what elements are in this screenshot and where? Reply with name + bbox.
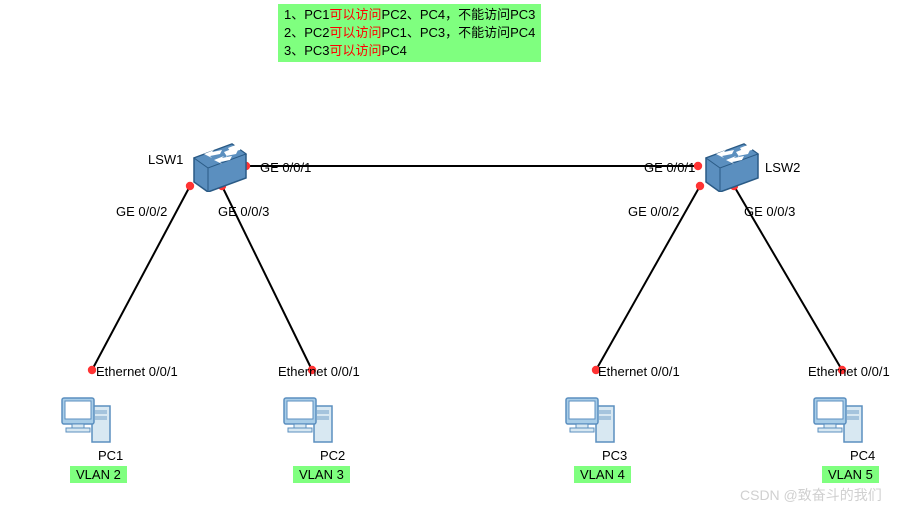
pc3-vlan-label: VLAN 4	[574, 466, 631, 483]
switch-icon	[188, 140, 252, 192]
switch-lsw2	[700, 140, 764, 197]
pc3	[564, 394, 620, 451]
pc-icon	[60, 394, 116, 446]
switch-lsw1-label: LSW1	[148, 152, 183, 167]
port-lsw2-ge1: GE 0/0/1	[644, 160, 695, 175]
pc1-vlan-label: VLAN 2	[70, 466, 127, 483]
pc-icon	[812, 394, 868, 446]
pc4-interface-label: Ethernet 0/0/1	[808, 364, 890, 379]
pc-icon	[564, 394, 620, 446]
pc1	[60, 394, 116, 451]
pc2-interface-label: Ethernet 0/0/1	[278, 364, 360, 379]
pc3-interface-label: Ethernet 0/0/1	[598, 364, 680, 379]
rules-box: 1、PC1可以访问PC2、PC4，不能访问PC32、PC2可以访问PC1、PC3…	[278, 4, 541, 62]
switch-lsw2-label: LSW2	[765, 160, 800, 175]
pc4-vlan-label: VLAN 5	[822, 466, 879, 483]
pc-icon	[282, 394, 338, 446]
port-lsw2-ge2: GE 0/0/2	[628, 204, 679, 219]
pc4	[812, 394, 868, 451]
switch-icon	[700, 140, 764, 192]
port-lsw1-ge1: GE 0/0/1	[260, 160, 311, 175]
pc2-vlan-label: VLAN 3	[293, 466, 350, 483]
pc1-label: PC1	[98, 448, 123, 463]
port-lsw1-ge3: GE 0/0/3	[218, 204, 269, 219]
pc2-label: PC2	[320, 448, 345, 463]
pc1-interface-label: Ethernet 0/0/1	[96, 364, 178, 379]
topology-links	[0, 0, 922, 506]
watermark: CSDN @致奋斗的我们	[740, 485, 882, 505]
pc4-label: PC4	[850, 448, 875, 463]
port-lsw2-ge3: GE 0/0/3	[744, 204, 795, 219]
pc2	[282, 394, 338, 451]
pc3-label: PC3	[602, 448, 627, 463]
port-lsw1-ge2: GE 0/0/2	[116, 204, 167, 219]
switch-lsw1	[188, 140, 252, 197]
